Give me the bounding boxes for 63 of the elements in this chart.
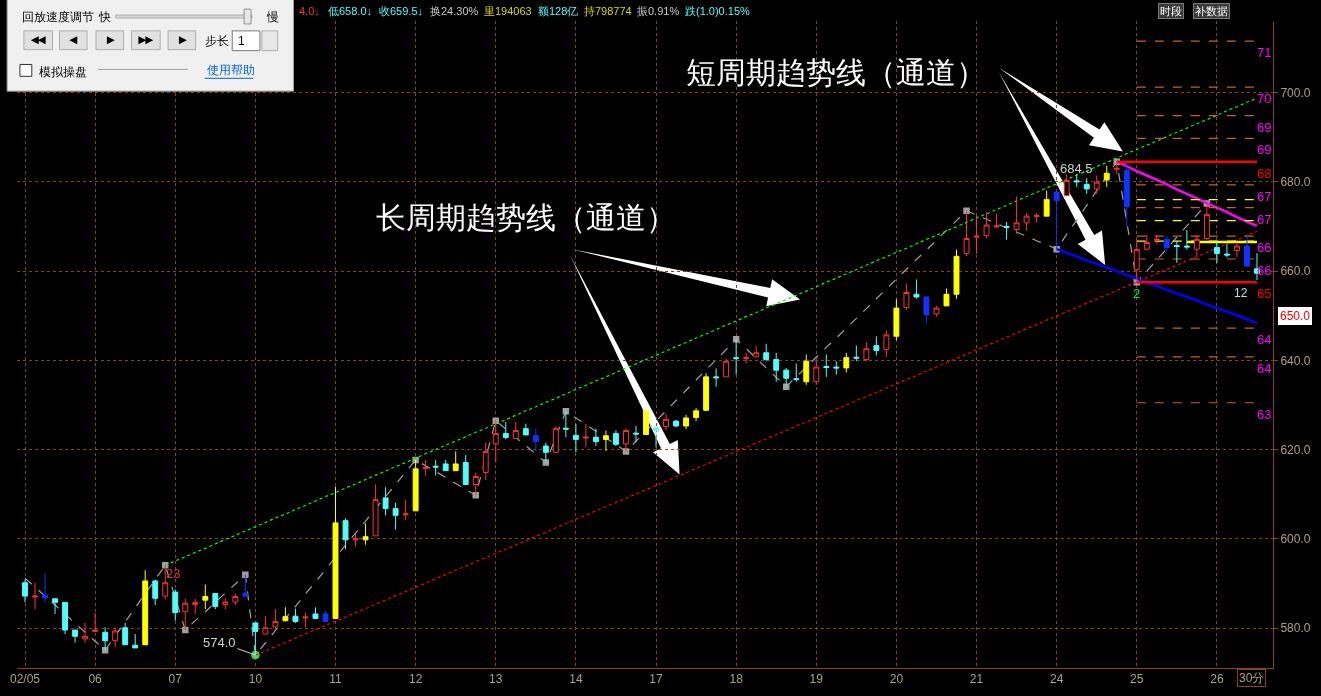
series-label: 66 (1257, 240, 1272, 255)
annotation: 模拟操盘 (39, 65, 87, 79)
text: 换24.30% (430, 5, 479, 17)
text: 额128亿 (538, 5, 579, 17)
x-tick-label: 26 (1210, 672, 1224, 687)
text: 时段 (1160, 5, 1182, 17)
annotation: 使用帮助 (207, 63, 255, 77)
x-tick-label: 13 (489, 672, 503, 687)
y-tick-label: 600.0 (1280, 532, 1311, 547)
text: 30分 (1239, 671, 1265, 685)
x-tick-label: 06 (88, 672, 103, 687)
x-tick-label: 20 (889, 672, 904, 687)
y-tick-label: 580.0 (1280, 621, 1311, 636)
x-tick-label: 17 (649, 672, 664, 687)
series-label: 69 (1257, 142, 1272, 157)
annotation: 慢 (266, 10, 279, 24)
text: 650.0 (1280, 309, 1311, 323)
series-label: 71 (1257, 45, 1272, 60)
y-tick-label: 660.0 (1280, 264, 1311, 279)
y-tick-label: 620.0 (1280, 442, 1311, 457)
annotation: 23 (166, 566, 181, 581)
annotation: 短周期趋势线（通道） (686, 56, 986, 89)
x-tick-label: 14 (569, 672, 583, 687)
series-label: 67 (1257, 189, 1272, 204)
annotation: 12 (1234, 286, 1248, 300)
x-tick-label: 07 (168, 672, 183, 687)
y-tick-label: 640.0 (1280, 353, 1311, 368)
y-tick-label: 680.0 (1280, 174, 1311, 189)
x-tick-label: 10 (248, 672, 263, 687)
annotation: 2 (1133, 286, 1141, 301)
x-tick-label: 12 (408, 672, 423, 687)
text: 收659.5↓ (379, 5, 424, 17)
series-label: 70 (1257, 91, 1272, 106)
series-label: 68 (1257, 166, 1272, 181)
x-tick-label: 11 (329, 672, 343, 687)
annotation: 快 (98, 10, 111, 24)
annotation: 574.0 (203, 635, 236, 650)
text: 持798774 (584, 5, 632, 17)
text: 4.0↓ (299, 5, 320, 17)
x-tick-label: 25 (1130, 672, 1144, 687)
x-tick-label: 19 (809, 672, 824, 687)
text: 里194063 (484, 5, 532, 17)
series-label: 64 (1257, 361, 1272, 376)
series-label: 67 (1257, 212, 1272, 227)
series-label: 66 (1257, 263, 1272, 278)
annotation: 长周期趋势线（通道） (376, 201, 676, 234)
series-label: 65 (1257, 286, 1272, 301)
annotation: 1 (238, 34, 245, 48)
text: 振0.91% (637, 5, 680, 17)
annotation: 回放速度调节 (22, 10, 94, 24)
text: 补数据 (1195, 5, 1228, 17)
series-label: 69 (1257, 120, 1272, 135)
x-tick-label: 21 (969, 672, 984, 687)
text: 跌(1.0)0.15% (685, 5, 751, 17)
annotation: 步长 (205, 34, 229, 48)
x-tick-label: 24 (1049, 672, 1064, 687)
series-label: 64 (1257, 332, 1272, 347)
text: 低658.0↓ (328, 5, 373, 17)
y-tick-label: 700.0 (1280, 85, 1311, 100)
x-tick-label: 02/05 (9, 672, 41, 687)
annotation: 684.5 (1060, 161, 1093, 176)
series-label: 63 (1257, 407, 1272, 422)
x-tick-label: 18 (729, 672, 744, 687)
